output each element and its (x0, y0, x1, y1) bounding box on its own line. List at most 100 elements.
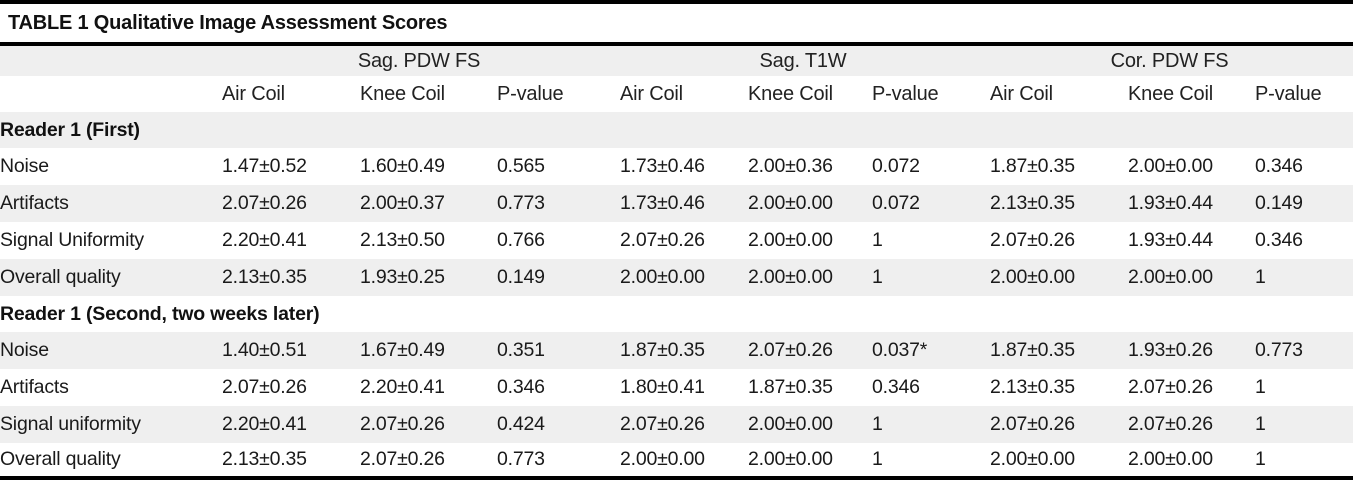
data-cell: 2.07±0.26 (1128, 413, 1213, 435)
data-cell: 1.47±0.52 (222, 155, 307, 177)
data-cell: 1 (1255, 266, 1266, 288)
section-label: Reader 1 (Second, two weeks later) (0, 302, 320, 325)
row-label: Noise (0, 339, 49, 361)
data-cell: 0.149 (1255, 192, 1303, 214)
header-rule (0, 42, 1353, 46)
data-cell: 2.07±0.26 (222, 376, 307, 398)
data-cell: 2.20±0.41 (360, 376, 445, 398)
data-cell: 0.424 (497, 413, 545, 435)
data-cell: 0.346 (872, 376, 920, 398)
data-cell: 2.20±0.41 (222, 413, 307, 435)
data-cell: 2.07±0.26 (222, 192, 307, 214)
table-row: Signal uniformity 2.20±0.41 2.07±0.26 0.424… (0, 406, 1353, 443)
table-row: Overall quality 2.13±0.35 1.93±0.25 0.149 2.… (0, 259, 1353, 296)
column-header: P-value (1255, 82, 1322, 105)
row-label: Artifacts (0, 192, 69, 214)
column-header: Knee Coil (360, 82, 445, 105)
column-group-header: Cor. PDW FS (1110, 49, 1229, 72)
data-cell: 2.00±0.00 (620, 448, 705, 470)
column-header: Air Coil (990, 82, 1053, 105)
data-cell: 2.00±0.00 (748, 448, 833, 470)
column-group-header: Sag. T1W (759, 49, 847, 72)
data-cell: 1 (872, 229, 883, 251)
data-cell: 2.13±0.35 (222, 266, 307, 288)
row-label: Signal uniformity (0, 413, 141, 435)
data-cell: 1.73±0.46 (620, 192, 705, 214)
section-header-row: Reader 1 (Second, two weeks later) (0, 296, 1353, 332)
data-cell: 2.07±0.26 (1128, 376, 1213, 398)
data-cell: 0.351 (497, 339, 545, 361)
data-cell: 0.072 (872, 155, 920, 177)
data-cell: 0.346 (1255, 155, 1303, 177)
data-cell: 2.00±0.00 (748, 229, 833, 251)
data-cell: 1.87±0.35 (748, 376, 833, 398)
table-title: TABLE 1 Qualitative Image Assessment Sco… (8, 11, 448, 34)
data-cell: 1.87±0.35 (990, 339, 1075, 361)
data-cell: 2.00±0.00 (748, 413, 833, 435)
section-label: Reader 1 (First) (0, 118, 140, 141)
data-cell: 2.00±0.36 (748, 155, 833, 177)
column-header: P-value (497, 82, 564, 105)
data-cell: 1.93±0.26 (1128, 339, 1213, 361)
data-cell: 2.13±0.35 (222, 448, 307, 470)
data-cell: 0.766 (497, 229, 545, 251)
data-cell: 2.07±0.26 (360, 448, 445, 470)
data-cell: 0.773 (1255, 339, 1303, 361)
data-cell: 2.07±0.26 (620, 413, 705, 435)
data-cell: 2.00±0.00 (748, 192, 833, 214)
data-cell: 2.13±0.35 (990, 376, 1075, 398)
data-cell: 1.60±0.49 (360, 155, 445, 177)
data-cell: 2.07±0.26 (620, 229, 705, 251)
data-cell: 2.13±0.35 (990, 192, 1075, 214)
data-cell: 1.93±0.44 (1128, 229, 1213, 251)
data-cell: 2.00±0.37 (360, 192, 445, 214)
data-cell: 1 (1255, 448, 1266, 470)
data-cell: 0.346 (1255, 229, 1303, 251)
data-cell: 1 (872, 448, 883, 470)
data-cell: 2.07±0.26 (360, 413, 445, 435)
data-cell: 1 (872, 266, 883, 288)
data-cell: 2.00±0.00 (620, 266, 705, 288)
table-body: Reader 1 (First) Noise 1.47±0.52 1.60±0.49 0… (0, 112, 1353, 476)
table-row: Noise 1.47±0.52 1.60±0.49 0.565 1.73±0.46 2.0… (0, 148, 1353, 185)
data-cell: 0.072 (872, 192, 920, 214)
row-label: Overall quality (0, 266, 121, 288)
table-row: Artifacts 2.07±0.26 2.00±0.37 0.773 1.73±0.4… (0, 185, 1353, 222)
data-cell: 2.13±0.50 (360, 229, 445, 251)
table-head: Sag. PDW FS Sag. T1W Cor. PDW FS Air Coil Kn… (0, 46, 1353, 112)
data-cell: 2.07±0.26 (990, 229, 1075, 251)
bottom-rule (0, 476, 1353, 480)
column-header-row: Air Coil Knee Coil P-value Air Coil Knee Coi… (0, 76, 1353, 112)
data-cell: 2.00±0.00 (990, 266, 1075, 288)
data-cell: 0.037* (872, 339, 928, 361)
column-group-row: Sag. PDW FS Sag. T1W Cor. PDW FS (0, 46, 1353, 76)
row-label: Signal Uniformity (0, 229, 144, 251)
column-group-header: Sag. PDW FS (357, 49, 481, 72)
data-cell: 2.20±0.41 (222, 229, 307, 251)
data-cell: 1.67±0.49 (360, 339, 445, 361)
data-cell: 1.93±0.44 (1128, 192, 1213, 214)
data-cell: 0.346 (497, 376, 545, 398)
section-header-row: Reader 1 (First) (0, 112, 1353, 148)
data-cell: 1.73±0.46 (620, 155, 705, 177)
corner-cell (0, 46, 222, 76)
column-header: Air Coil (222, 82, 285, 105)
row-label: Artifacts (0, 376, 69, 398)
row-label: Overall quality (0, 448, 121, 470)
top-rule (0, 0, 1353, 4)
column-header: Knee Coil (1128, 82, 1213, 105)
data-cell: 2.00±0.00 (1128, 266, 1213, 288)
data-cell: 0.773 (497, 448, 545, 470)
table-row: Noise 1.40±0.51 1.67±0.49 0.351 1.87±0.35 2.0… (0, 332, 1353, 369)
data-cell: 1.93±0.25 (360, 266, 445, 288)
column-header: P-value (872, 82, 939, 105)
table-row: Signal Uniformity 2.20±0.41 2.13±0.50 0.766… (0, 222, 1353, 259)
data-cell: 1.87±0.35 (990, 155, 1075, 177)
table-row: Artifacts 2.07±0.26 2.20±0.41 0.346 1.80±0.4… (0, 369, 1353, 406)
row-label: Noise (0, 155, 49, 177)
data-cell: 1.40±0.51 (222, 339, 307, 361)
data-cell: 1.80±0.41 (620, 376, 705, 398)
data-cell: 1.87±0.35 (620, 339, 705, 361)
column-header: Knee Coil (748, 82, 833, 105)
